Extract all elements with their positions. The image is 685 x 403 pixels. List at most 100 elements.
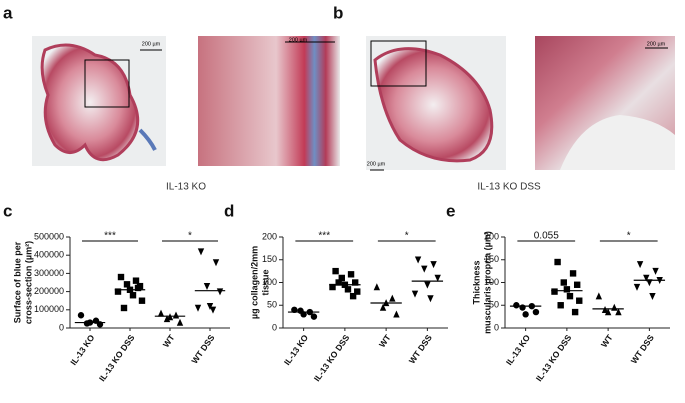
- data-point: [344, 286, 352, 293]
- data-point: [601, 306, 609, 313]
- scale-label: 200 µm: [289, 37, 308, 43]
- data-point: [615, 308, 622, 316]
- panel-label: a: [3, 3, 13, 22]
- data-point: [560, 279, 567, 286]
- data-point: [576, 297, 583, 304]
- data-point: [349, 292, 357, 300]
- x-tick-label: IL-13 KO: [68, 332, 96, 367]
- data-point: [611, 303, 618, 311]
- tissue: [40, 43, 140, 162]
- data-point: [77, 312, 85, 319]
- y-axis-label: µg collagen/2mm: [249, 246, 259, 319]
- data-point: [172, 311, 180, 319]
- data-point: [300, 311, 307, 318]
- y-axis-label: muscularis propria (µm): [482, 231, 492, 334]
- data-point: [595, 292, 603, 300]
- y-tick-label: 150: [262, 254, 277, 264]
- data-point: [329, 283, 336, 291]
- lumen: [560, 115, 675, 170]
- data-point: [513, 302, 520, 309]
- data-point: [414, 256, 422, 264]
- significance-label: ***: [318, 231, 330, 242]
- data-point: [652, 267, 659, 275]
- data-point: [519, 304, 526, 311]
- data-point: [563, 286, 571, 293]
- data-point: [573, 281, 581, 288]
- data-point: [117, 273, 125, 281]
- y-tick-label: 0: [272, 322, 277, 332]
- data-point: [421, 265, 428, 273]
- y-tick-label: 0: [59, 322, 64, 332]
- panel-label: c: [3, 201, 12, 220]
- data-point: [347, 271, 355, 278]
- data-point: [134, 284, 142, 292]
- data-point: [532, 308, 540, 316]
- data-point: [554, 258, 561, 266]
- data-point: [551, 288, 558, 295]
- data-point: [569, 270, 577, 277]
- x-tick-label: IL-13 KO: [282, 332, 310, 367]
- y-tick-label: 200: [484, 231, 499, 241]
- data-point: [566, 292, 574, 300]
- tissue: [138, 128, 157, 151]
- data-point: [411, 290, 419, 298]
- x-tick-label: IL-13 KO DSS: [312, 332, 352, 383]
- x-tick-label: WT: [377, 332, 393, 349]
- data-point: [310, 313, 318, 320]
- data-point: [557, 302, 564, 309]
- data-point: [379, 303, 387, 311]
- y-tick-label: 200000: [34, 286, 64, 296]
- scale-label: 200 µm: [647, 41, 666, 47]
- data-point: [157, 309, 165, 317]
- data-point: [132, 277, 140, 284]
- significance-label: *: [188, 231, 192, 242]
- x-tick-label: WT: [599, 332, 615, 349]
- data-point: [203, 282, 211, 290]
- y-tick-label: 0: [494, 322, 499, 332]
- data-point: [522, 311, 529, 318]
- data-point: [649, 292, 656, 300]
- x-tick-label: WT: [161, 332, 177, 349]
- data-point: [120, 304, 128, 312]
- zoom-box: [84, 59, 130, 108]
- data-point: [424, 281, 431, 289]
- data-point: [194, 304, 202, 312]
- panel-label: e: [446, 201, 455, 220]
- data-point: [197, 248, 205, 256]
- data-point: [209, 306, 217, 314]
- panel-label: d: [224, 201, 234, 220]
- scale-label: 200 µm: [367, 161, 386, 167]
- data-point: [176, 318, 184, 326]
- y-tick-label: 500000: [34, 231, 64, 241]
- x-tick-label: IL-13 KO DSS: [97, 332, 137, 383]
- significance-label: 0.055: [534, 231, 559, 242]
- y-axis-label: Thickness: [471, 260, 481, 304]
- data-point: [335, 279, 342, 286]
- x-tick-label: WT DSS: [407, 332, 434, 365]
- data-point: [354, 288, 361, 295]
- x-tick-label: IL-13 KO: [504, 332, 532, 367]
- data-point: [206, 302, 214, 310]
- y-tick-label: 300000: [34, 268, 64, 278]
- x-tick-label: WT DSS: [189, 332, 216, 365]
- data-point: [373, 283, 381, 291]
- y-tick-label: 50: [489, 300, 499, 310]
- y-tick-label: 50: [267, 300, 277, 310]
- data-point: [212, 259, 220, 267]
- histology-image: [198, 36, 340, 166]
- data-point: [129, 292, 137, 299]
- zoom-box: [370, 40, 427, 87]
- significance-label: *: [405, 231, 409, 242]
- data-point: [389, 294, 396, 302]
- data-point: [604, 308, 612, 316]
- data-point: [166, 313, 174, 321]
- tissue: [373, 47, 494, 163]
- data-point: [291, 306, 298, 313]
- data-point: [643, 274, 650, 282]
- y-axis-label: tissue: [260, 269, 270, 295]
- data-point: [216, 288, 224, 296]
- data-point: [393, 310, 400, 318]
- panel-label: b: [333, 3, 343, 22]
- data-point: [636, 261, 644, 269]
